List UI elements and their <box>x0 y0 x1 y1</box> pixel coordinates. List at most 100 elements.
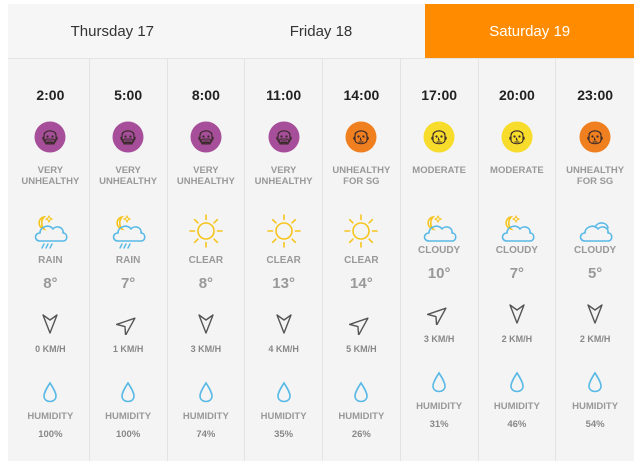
aqi-label: UNHEALTHY FOR SG <box>556 165 634 187</box>
aqi-face-icon <box>556 121 634 155</box>
aqi-label: VERY UNHEALTHY <box>245 165 322 187</box>
aqi-label: VERY UNHEALTHY <box>90 165 167 187</box>
sun-icon <box>323 211 400 251</box>
temperature: 10° <box>427 265 451 282</box>
aqi-label: MODERATE <box>479 165 556 176</box>
humidity-value: 46% <box>507 419 527 430</box>
weather-condition: CLOUDY <box>418 245 461 256</box>
partly-cloudy-night-rain-icon <box>12 211 89 251</box>
wind-arrow-south-icon <box>168 311 245 335</box>
aqi-label-line: UNHEALTHY <box>176 176 235 187</box>
temperature: 5° <box>587 265 603 282</box>
weather-condition: CLEAR <box>188 255 224 266</box>
humidity-drop-icon <box>90 381 167 403</box>
hour-column: 8:00 VERY UNHEALTHY CLEAR 8° 3 KM/H HUMIDITY 74… <box>168 59 246 461</box>
hour-time: 5:00 <box>114 87 143 103</box>
wind-arrow-northeast-icon <box>323 311 400 335</box>
aqi-face-icon <box>401 121 478 155</box>
aqi-face-icon <box>323 121 400 155</box>
temperature: 7° <box>509 265 525 282</box>
humidity-drop-icon <box>323 381 400 403</box>
partly-cloudy-night-rain-icon <box>90 211 167 251</box>
aqi-label-line: VERY <box>193 165 219 176</box>
humidity-drop-icon <box>479 371 556 393</box>
hour-column: 14:00 UNHEALTHY FOR SG CLEAR 14° 5 KM/H HUMIDI… <box>323 59 401 461</box>
aqi-label: VERY UNHEALTHY <box>12 165 89 187</box>
aqi-label-line: MODERATE <box>412 165 466 176</box>
aqi-label-line: UNHEALTHY <box>254 176 313 187</box>
humidity-label: HUMIDITY <box>182 411 229 422</box>
wind-speed: 0 KM/H <box>35 344 66 354</box>
wind-arrow-south-icon <box>556 301 634 325</box>
sun-icon <box>168 211 245 251</box>
aqi-label-line: UNHEALTHY <box>21 176 80 187</box>
wind-arrow-south-icon <box>479 301 556 325</box>
wind-arrow-northeast-icon <box>401 301 478 325</box>
wind-arrow-south-icon <box>12 311 89 335</box>
hour-column: 17:00 MODERATE CLOUDY 10° 3 KM/H HUMIDITY 31% <box>401 59 479 461</box>
wind-arrow-northeast-icon <box>90 311 167 335</box>
temperature: 13° <box>272 275 295 292</box>
hour-column: 11:00 VERY UNHEALTHY CLEAR 13° 4 KM/H HUMIDITY… <box>245 59 323 461</box>
aqi-label-line: UNHEALTHY <box>566 165 625 176</box>
cloud-icon <box>556 211 634 251</box>
wind-speed: 3 KM/H <box>423 334 455 344</box>
hour-column: 2:00 VERY UNHEALTHY RAIN 8° 0 KM/H HUMIDITY 100… <box>12 59 90 461</box>
weather-condition: CLOUDY <box>495 245 538 256</box>
hour-column: 5:00 VERY UNHEALTHY RAIN 7° 1 KM/H HUMIDITY 100… <box>90 59 168 461</box>
humidity-value: 26% <box>351 429 371 440</box>
humidity-value: 31% <box>429 419 449 430</box>
partly-cloudy-night-icon <box>479 211 556 251</box>
weather-condition: CLEAR <box>266 255 301 266</box>
humidity-label: HUMIDITY <box>27 411 74 422</box>
temperature: 8° <box>198 275 214 292</box>
aqi-label-line: VERY <box>270 165 297 176</box>
humidity-label: HUMIDITY <box>572 401 619 412</box>
day-tabs: Thursday 17 Friday 18 Saturday 19 <box>8 4 634 59</box>
hourly-forecast-panel: 2:00 VERY UNHEALTHY RAIN 8° 0 KM/H HUMIDITY 100… <box>8 59 634 461</box>
aqi-label: UNHEALTHY FOR SG <box>323 165 400 187</box>
tab-friday[interactable]: Friday 18 <box>289 22 353 40</box>
aqi-label-line: VERY <box>115 165 141 176</box>
humidity-label: HUMIDITY <box>416 401 463 412</box>
partly-cloudy-night-icon <box>401 211 478 251</box>
aqi-label-line: VERY <box>37 165 64 176</box>
humidity-drop-icon <box>12 381 89 403</box>
aqi-label-line: FOR SG <box>576 176 614 187</box>
weather-condition: RAIN <box>38 255 63 266</box>
aqi-label-line: FOR SG <box>343 176 380 187</box>
humidity-label: HUMIDITY <box>493 401 540 412</box>
hour-column: 23:00 UNHEALTHY FOR SG CLOUDY 5° 2 KM/H HUMIDI… <box>556 59 634 461</box>
wind-arrow-south-icon <box>245 311 322 335</box>
humidity-drop-icon <box>245 381 322 403</box>
humidity-label: HUMIDITY <box>105 411 152 422</box>
tab-saturday[interactable]: Saturday 19 <box>425 4 634 58</box>
hour-time: 11:00 <box>266 87 302 103</box>
aqi-label-line: UNHEALTHY <box>99 176 158 187</box>
wind-speed: 1 KM/H <box>112 344 144 354</box>
hour-time: 8:00 <box>191 87 220 103</box>
weather-condition: RAIN <box>115 255 141 266</box>
aqi-label-line: MODERATE <box>490 165 544 176</box>
humidity-value: 100% <box>115 429 141 440</box>
humidity-label: HUMIDITY <box>260 411 307 422</box>
wind-speed: 2 KM/H <box>501 334 533 344</box>
wind-speed: 3 KM/H <box>190 344 222 354</box>
aqi-face-icon <box>12 121 89 155</box>
hour-time: 17:00 <box>421 87 458 103</box>
humidity-drop-icon <box>556 371 634 393</box>
humidity-value: 100% <box>38 429 63 440</box>
tab-thursday[interactable]: Thursday 17 <box>70 22 155 40</box>
hour-time: 14:00 <box>343 87 380 103</box>
humidity-label: HUMIDITY <box>338 411 385 422</box>
hour-column: 20:00 MODERATE CLOUDY 7° 2 KM/H HUMIDITY 46% <box>479 59 557 461</box>
temperature: 8° <box>43 275 58 292</box>
humidity-value: 35% <box>274 429 294 440</box>
weather-condition: CLEAR <box>344 255 379 266</box>
hour-time: 23:00 <box>577 87 614 103</box>
aqi-label-line: UNHEALTHY <box>332 165 391 176</box>
aqi-label: VERY UNHEALTHY <box>168 165 245 187</box>
weather-condition: CLOUDY <box>574 245 617 256</box>
humidity-drop-icon <box>168 381 245 403</box>
aqi-face-icon <box>90 121 167 155</box>
